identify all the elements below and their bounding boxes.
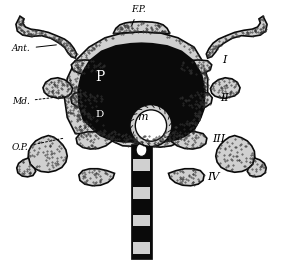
Polygon shape <box>216 136 255 172</box>
Text: Md.: Md. <box>12 96 65 106</box>
Text: F.P.: F.P. <box>131 5 145 26</box>
Bar <box>131 144 152 259</box>
Polygon shape <box>28 136 67 172</box>
Polygon shape <box>168 169 204 186</box>
Text: m: m <box>138 112 148 123</box>
Polygon shape <box>247 158 266 177</box>
Polygon shape <box>113 22 170 34</box>
Text: P: P <box>96 70 105 84</box>
Polygon shape <box>76 132 113 149</box>
Circle shape <box>135 110 167 141</box>
Text: D: D <box>96 110 104 119</box>
Bar <box>133 242 150 254</box>
Polygon shape <box>43 78 73 98</box>
Text: IV: IV <box>208 171 220 181</box>
Polygon shape <box>71 92 109 109</box>
Polygon shape <box>17 158 36 177</box>
Polygon shape <box>178 60 212 74</box>
Polygon shape <box>206 16 267 58</box>
Text: II: II <box>220 93 229 103</box>
Text: Ant.: Ant. <box>12 44 56 53</box>
Polygon shape <box>16 16 77 58</box>
Polygon shape <box>65 32 208 147</box>
Polygon shape <box>79 169 115 186</box>
Polygon shape <box>78 43 205 144</box>
Text: O.P.: O.P. <box>12 138 63 152</box>
Circle shape <box>130 104 172 147</box>
Bar <box>133 160 150 171</box>
Ellipse shape <box>136 143 147 156</box>
Bar <box>133 215 150 226</box>
Polygon shape <box>170 132 207 149</box>
Text: III: III <box>212 134 225 144</box>
Polygon shape <box>174 92 212 109</box>
Polygon shape <box>210 78 240 98</box>
Text: I: I <box>222 55 227 65</box>
Polygon shape <box>71 60 105 74</box>
Bar <box>133 187 150 199</box>
